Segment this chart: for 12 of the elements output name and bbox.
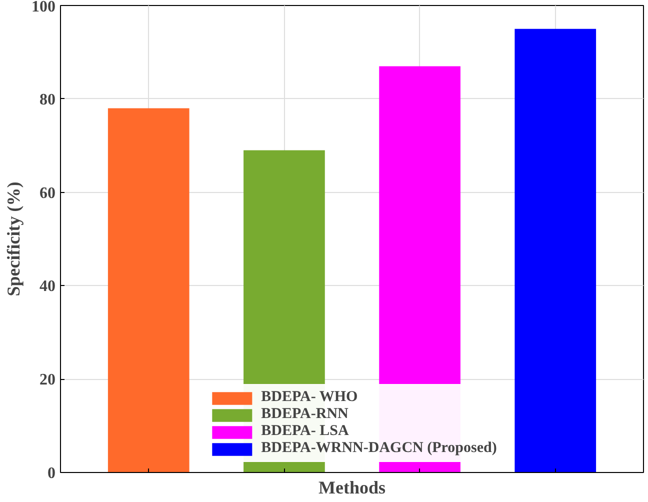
y-tick-label: 100 [32, 0, 56, 16]
legend-label: BDEPA-WRNN-DAGCN (Proposed) [261, 440, 497, 457]
y-tick-label: 60 [40, 184, 56, 202]
legend-label: BDEPA-RNN [261, 406, 348, 423]
legend-label: BDEPA- LSA [261, 423, 349, 440]
x-axis-title: Methods [318, 478, 386, 498]
y-tick-label: 20 [40, 372, 56, 389]
y-tick-label: 0 [48, 465, 56, 482]
y-tick-label: 40 [40, 278, 56, 296]
y-axis-title: Specificity (%) [4, 182, 24, 296]
legend-label: BDEPA- WHO [261, 389, 358, 406]
y-tick-label: 80 [40, 91, 56, 108]
